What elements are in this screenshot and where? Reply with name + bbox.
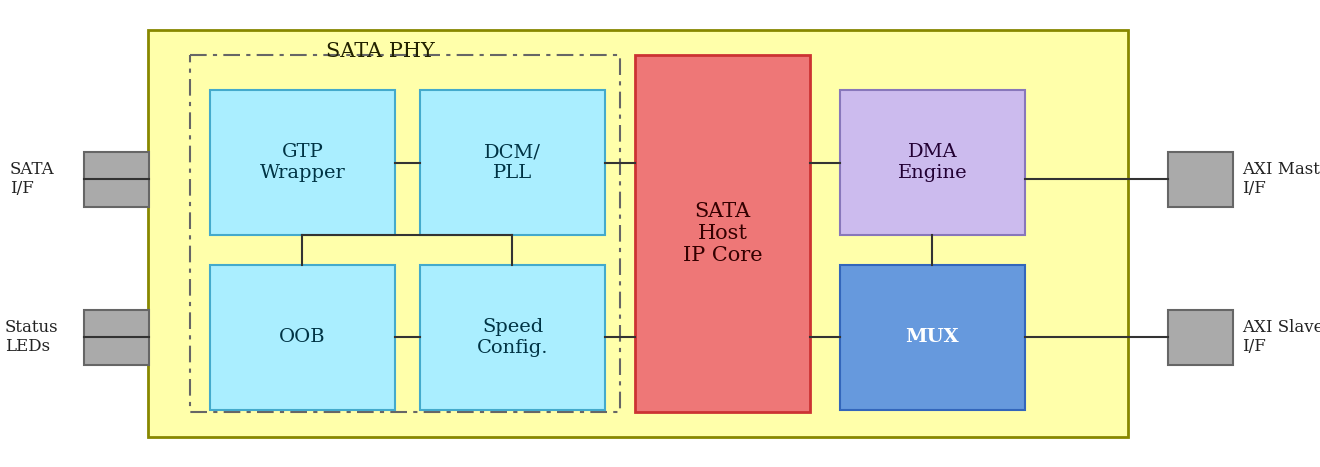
- Text: AXI Master
I/F: AXI Master I/F: [1242, 161, 1320, 197]
- Bar: [210, 265, 395, 410]
- Text: AXI Slave
I/F: AXI Slave I/F: [1242, 318, 1320, 355]
- Text: SATA
I/F: SATA I/F: [11, 161, 54, 197]
- Bar: [210, 90, 395, 235]
- Text: DMA
Engine: DMA Engine: [898, 143, 968, 182]
- Text: SATA PHY: SATA PHY: [326, 42, 434, 61]
- Bar: [420, 90, 605, 235]
- Text: MUX: MUX: [906, 328, 960, 347]
- Bar: [190, 55, 620, 412]
- Text: DCM/
PLL: DCM/ PLL: [484, 143, 541, 182]
- Bar: [148, 30, 1129, 437]
- Bar: [635, 55, 810, 412]
- Bar: [840, 90, 1026, 235]
- Text: Status
LEDs: Status LEDs: [5, 318, 58, 355]
- Text: Speed
Config.: Speed Config.: [477, 318, 548, 357]
- Bar: [84, 152, 149, 207]
- Text: OOB: OOB: [280, 328, 326, 347]
- Text: GTP
Wrapper: GTP Wrapper: [260, 143, 346, 182]
- Bar: [1168, 152, 1233, 207]
- Text: SATA
Host
IP Core: SATA Host IP Core: [682, 202, 763, 265]
- Bar: [840, 265, 1026, 410]
- Bar: [1168, 310, 1233, 365]
- Bar: [84, 310, 149, 365]
- Bar: [420, 265, 605, 410]
